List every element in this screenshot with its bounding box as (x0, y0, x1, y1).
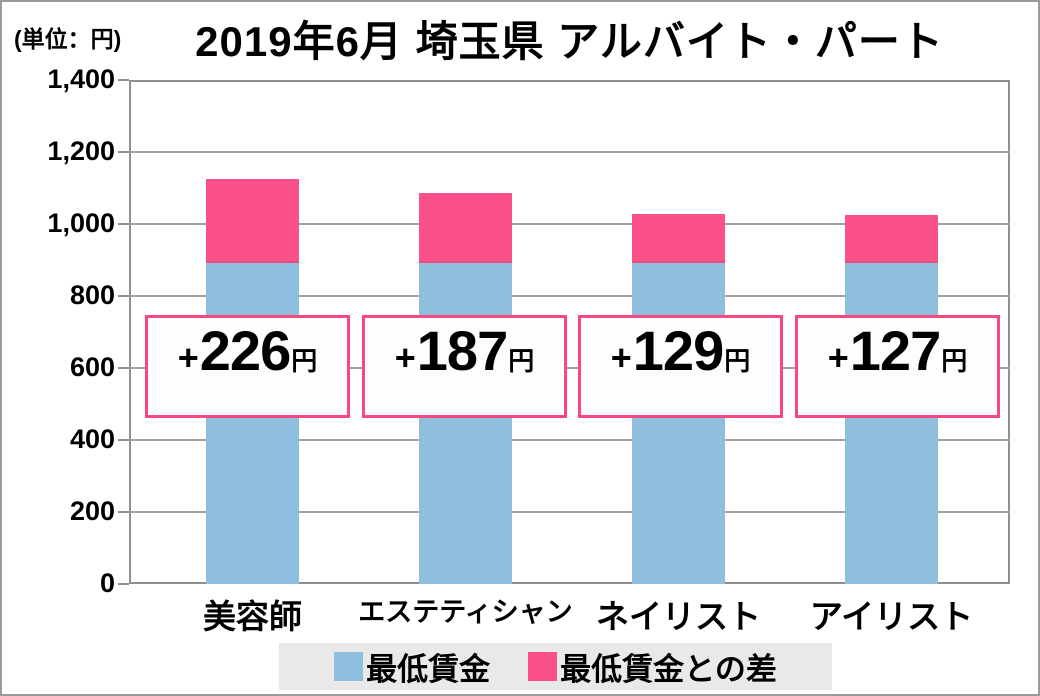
diff-value: 187 (416, 319, 508, 382)
bar-segment-wage-difference (632, 214, 725, 263)
bar-segment-minimum-wage (845, 260, 938, 584)
x-axis-category-label: エステティシャン (358, 597, 573, 627)
y-axis-tickmark (118, 583, 129, 585)
diff-value: 129 (632, 319, 724, 382)
legend-item: 最低賃金との差 (528, 644, 777, 689)
bar-segment-minimum-wage (632, 260, 725, 584)
diff-label-box: +127 円 (795, 315, 1000, 418)
legend: 最低賃金 最低賃金との差 (279, 643, 832, 690)
gridline (129, 223, 1010, 225)
diff-unit: 円 (941, 346, 968, 376)
unit-label: (単位：円) (14, 26, 122, 52)
y-axis-tickmark (118, 511, 129, 513)
diff-sign: + (394, 337, 416, 378)
chart-title: 2019年6月 埼玉県 アルバイト・パート (195, 18, 944, 65)
y-axis-tick-label: 400 (69, 424, 115, 454)
legend-item: 最低賃金 (334, 644, 490, 689)
diff-sign: + (177, 337, 199, 378)
y-axis-tick-label: 0 (99, 568, 115, 598)
y-axis-tick-label: 600 (69, 352, 115, 382)
gridline (129, 439, 1010, 441)
bar-segment-minimum-wage (206, 260, 299, 584)
legend-label: 最低賃金 (366, 652, 491, 687)
y-axis-tickmark (118, 79, 129, 81)
diff-unit: 円 (724, 346, 751, 376)
y-axis-tickmark (118, 223, 129, 225)
bar-segment-wage-difference (845, 215, 938, 263)
diff-sign: + (827, 337, 849, 378)
y-axis-tick-label: 800 (69, 280, 115, 310)
x-axis-category-label: 美容師 (203, 598, 302, 635)
y-axis-tick-label: 1,000 (47, 208, 115, 238)
gridline (129, 151, 1010, 153)
y-axis-tickmark (118, 151, 129, 153)
gridline (129, 511, 1010, 513)
bar-segment-wage-difference (206, 179, 299, 263)
diff-label-box: +187 円 (362, 315, 567, 418)
x-axis-category-label: アイリスト (809, 598, 974, 635)
diff-value: 127 (849, 319, 941, 382)
y-axis-tick-label: 200 (69, 496, 115, 526)
diff-label-box: +226 円 (145, 315, 350, 418)
bar-segment-wage-difference (419, 193, 512, 263)
gridline (129, 367, 1010, 369)
y-axis-tick-label: 1,400 (47, 64, 115, 94)
gridline (129, 295, 1010, 297)
y-axis-tickmark (118, 439, 129, 441)
diff-sign: + (610, 337, 632, 378)
legend-color-swatch (528, 652, 558, 681)
diff-label-box: +129 円 (578, 315, 783, 418)
diff-unit: 円 (508, 346, 535, 376)
legend-color-swatch (334, 652, 364, 681)
y-axis-tickmark (118, 295, 129, 297)
legend-label: 最低賃金との差 (560, 652, 777, 687)
diff-value: 226 (199, 319, 291, 382)
diff-unit: 円 (291, 346, 318, 376)
x-axis-category-label: ネイリスト (596, 598, 761, 635)
bar-segment-minimum-wage (419, 260, 512, 584)
y-axis-tick-label: 1,200 (47, 136, 115, 166)
y-axis-tickmark (118, 367, 129, 369)
